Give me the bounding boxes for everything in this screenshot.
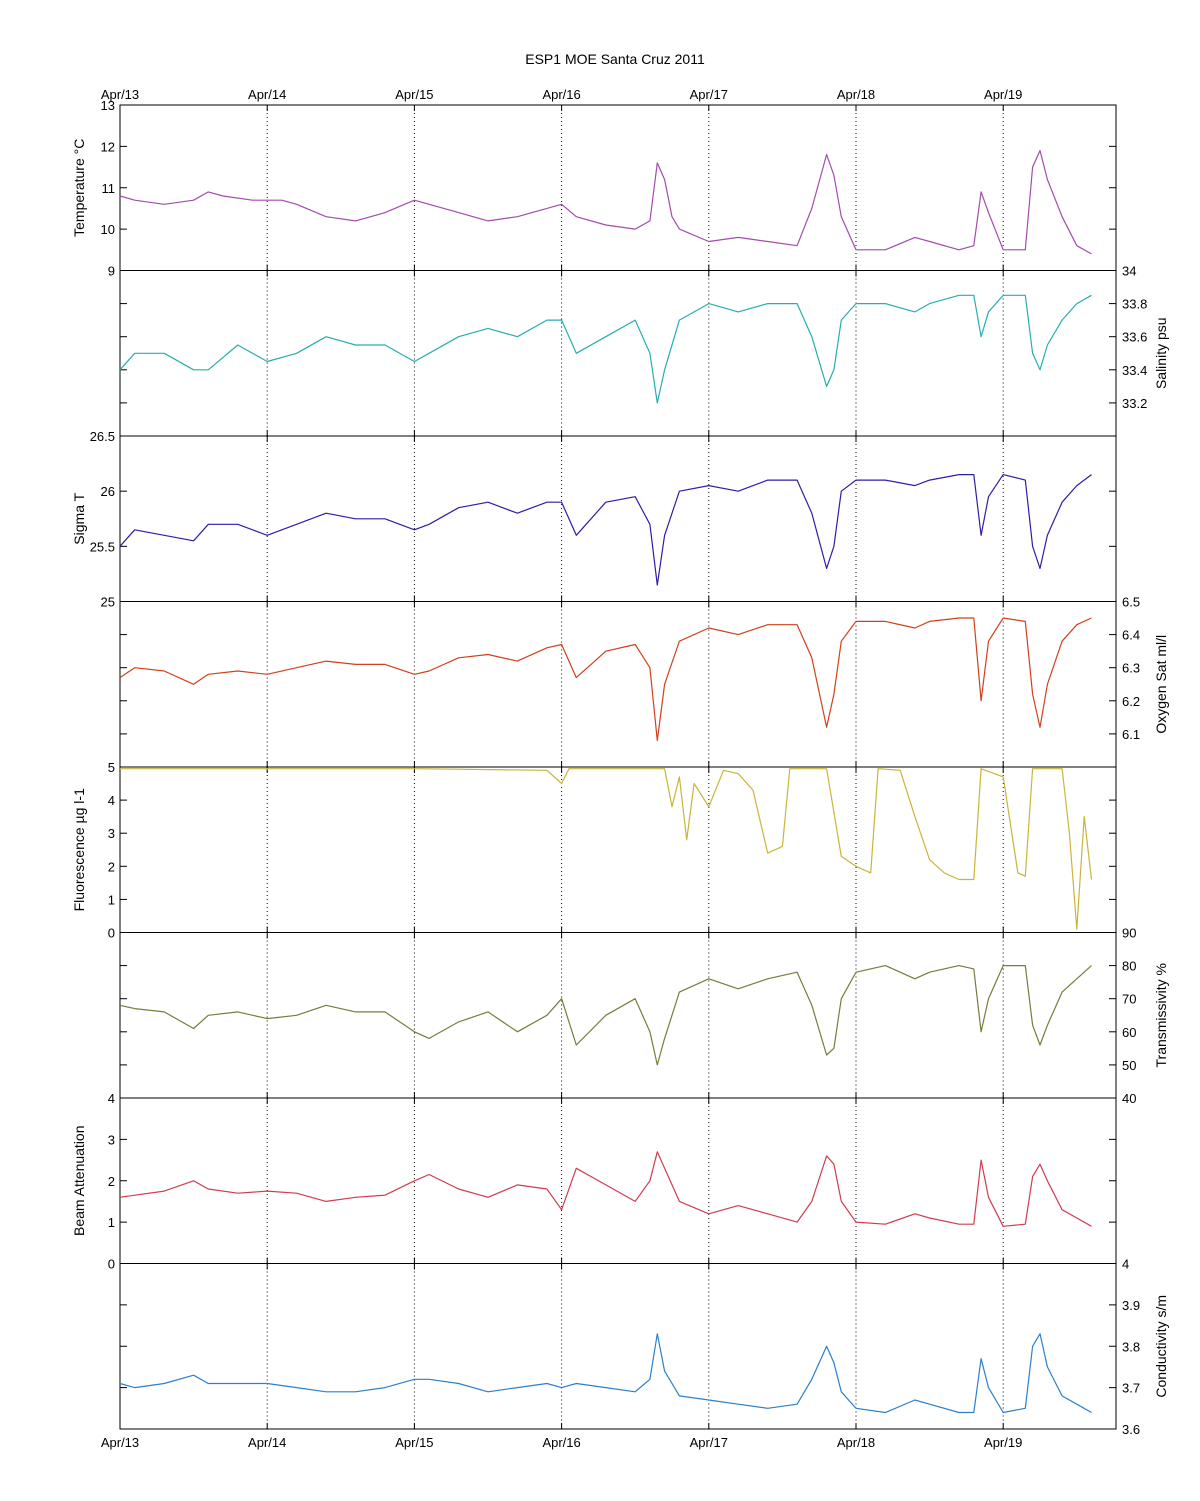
y-tick-label-temperature: 12 [101,139,115,154]
panel-frame-sigma-t [119,435,1117,602]
y-tick-label-beam-attenuation: 3 [108,1132,115,1147]
y-tick-label-sigma-t: 25.5 [90,539,115,554]
x-tick-label-top: Apr/19 [984,87,1022,102]
y-tick-label-oxygen: 6.3 [1122,661,1140,676]
series-line-oxygen [119,617,1092,742]
x-tick-label-top: Apr/18 [837,87,875,102]
x-tick-label-bottom: Apr/13 [101,1435,139,1450]
y-tick-label-transmissivity: 70 [1122,992,1136,1007]
y-tick-label-beam-attenuation: 4 [108,1091,115,1106]
series-line-sigma-t [119,474,1092,586]
x-tick-label-top: Apr/16 [542,87,580,102]
y-tick-label-conductivity: 4 [1122,1257,1129,1272]
panel-frame-transmissivity [119,932,1117,1099]
series-line-beam-attenuation [119,1151,1092,1227]
x-tick-label-top: Apr/17 [690,87,728,102]
panel-frame-conductivity [119,1263,1117,1430]
x-tick-label-bottom: Apr/19 [984,1435,1022,1450]
series-line-temperature [119,149,1092,255]
y-tick-label-conductivity: 3.9 [1122,1298,1140,1313]
axis-label-transmissivity: Transmissivity % [1153,963,1169,1068]
series-line-salinity [119,294,1092,404]
y-tick-label-salinity: 34 [1122,264,1136,279]
x-tick-label-top: Apr/15 [395,87,433,102]
panel-frame-temperature [119,104,1117,271]
y-tick-label-transmissivity: 80 [1122,959,1136,974]
y-tick-label-conductivity: 3.8 [1122,1339,1140,1354]
y-tick-label-oxygen: 6.4 [1122,628,1140,643]
y-tick-label-oxygen: 6.2 [1122,694,1140,709]
y-tick-label-sigma-t: 26 [101,484,115,499]
axis-label-oxygen: Oxygen Sat ml/l [1153,635,1169,734]
series-line-transmissivity [119,964,1092,1066]
y-tick-label-fluorescence: 2 [108,859,115,874]
axis-label-conductivity: Conductivity s/m [1153,1295,1169,1398]
y-tick-label-fluorescence: 0 [108,926,115,941]
axis-label-sigma-t: Sigma T [71,492,87,544]
y-tick-label-fluorescence: 4 [108,793,115,808]
y-tick-label-salinity: 33.4 [1122,363,1147,378]
y-tick-label-fluorescence: 1 [108,892,115,907]
y-tick-label-fluorescence: 5 [108,760,115,775]
y-tick-label-salinity: 33.8 [1122,297,1147,312]
y-tick-label-transmissivity: 60 [1122,1025,1136,1040]
y-tick-label-oxygen: 6.1 [1122,727,1140,742]
y-tick-label-salinity: 33.2 [1122,396,1147,411]
y-tick-label-transmissivity: 40 [1122,1091,1136,1106]
y-tick-label-oxygen: 6.5 [1122,595,1140,610]
y-tick-label-conductivity: 3.7 [1122,1381,1140,1396]
series-line-fluorescence [120,768,1093,930]
panel-frame-fluorescence [119,766,1117,933]
y-tick-label-sigma-t: 26.5 [90,429,115,444]
y-tick-label-temperature: 10 [101,222,115,237]
y-tick-label-beam-attenuation: 2 [108,1174,115,1189]
y-tick-label-transmissivity: 50 [1122,1058,1136,1073]
y-tick-label-fluorescence: 3 [108,826,115,841]
panel-frame-oxygen [119,601,1117,768]
axis-label-fluorescence: Fluorescence µg l-1 [71,788,87,911]
y-tick-label-sigma-t: 25 [101,595,115,610]
axis-label-salinity: Salinity psu [1153,317,1169,389]
x-tick-label-bottom: Apr/14 [248,1435,286,1450]
x-tick-label-top: Apr/14 [248,87,286,102]
axis-label-beam-attenuation: Beam Attenuation [71,1125,87,1236]
y-tick-label-beam-attenuation: 0 [108,1257,115,1272]
axis-label-temperature: Temperature °C [71,139,87,237]
x-tick-label-bottom: Apr/17 [690,1435,728,1450]
x-tick-label-bottom: Apr/16 [542,1435,580,1450]
series-line-conductivity [119,1333,1092,1414]
plot-layer: Apr/13 Apr/13 Apr/14 Apr/14 Apr/15 Apr/15 Apr/… [71,87,1169,1450]
y-tick-label-transmissivity: 90 [1122,926,1136,941]
y-tick-label-temperature: 13 [101,98,115,113]
y-tick-label-temperature: 11 [102,181,116,196]
x-tick-label-bottom: Apr/15 [395,1435,433,1450]
panel-frame-beam-attenuation [119,1097,1117,1264]
y-tick-label-conductivity: 3.6 [1122,1422,1140,1437]
x-tick-label-top: Apr/13 [101,87,139,102]
y-tick-label-beam-attenuation: 1 [108,1215,115,1230]
y-tick-label-temperature: 9 [108,264,115,279]
figure-title: ESP1 MOE Santa Cruz 2011 [525,51,705,67]
x-tick-label-bottom: Apr/18 [837,1435,875,1450]
y-tick-label-salinity: 33.6 [1122,330,1147,345]
